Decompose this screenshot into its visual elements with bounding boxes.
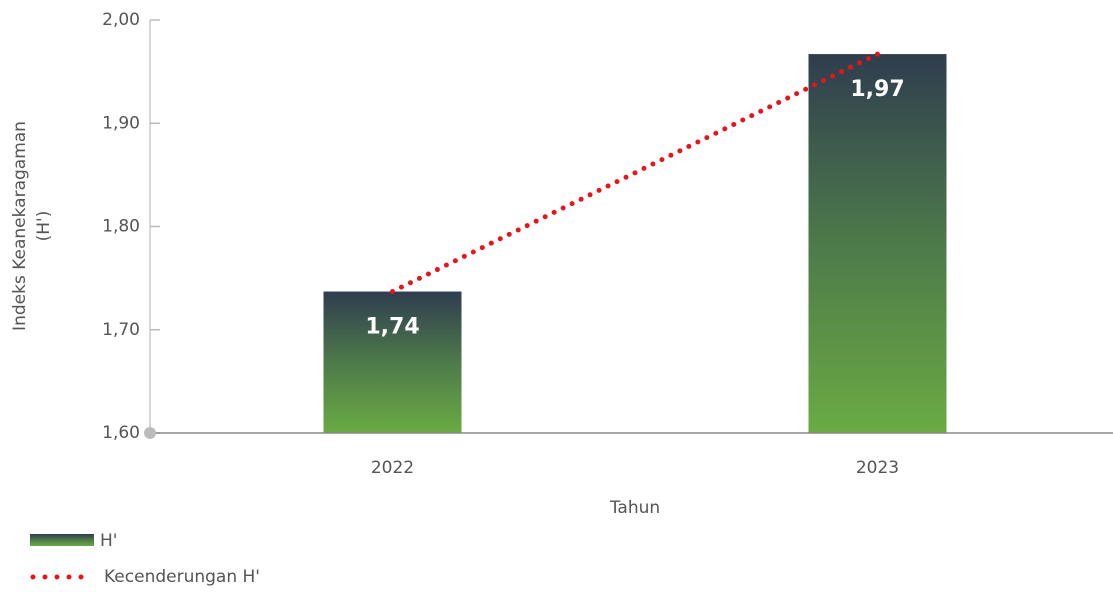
x-tick-label: 2022 <box>371 458 414 478</box>
data-label: 1,74 <box>365 315 419 340</box>
data-label: 1,97 <box>850 77 904 102</box>
legend-label: Kecenderungan H' <box>104 567 260 587</box>
x-tick-label: 2023 <box>856 458 899 478</box>
bar <box>323 291 462 433</box>
y-axis-title: (H') <box>34 211 54 242</box>
y-tick-label: 1,80 <box>102 217 140 237</box>
axis-origin <box>144 427 156 439</box>
trend-line <box>390 51 880 295</box>
y-tick-label: 1,60 <box>102 423 140 443</box>
y-tick-label: 2,00 <box>102 10 140 30</box>
bar <box>808 54 947 433</box>
y-tick-label: 1,70 <box>102 320 140 340</box>
y-tick-label: 1,90 <box>102 113 140 133</box>
x-axis-title: Tahun <box>609 498 660 518</box>
y-axis-title: Indeks Keanekaragaman <box>10 121 30 331</box>
legend-label: H' <box>100 531 117 551</box>
legend-swatch <box>30 534 94 546</box>
